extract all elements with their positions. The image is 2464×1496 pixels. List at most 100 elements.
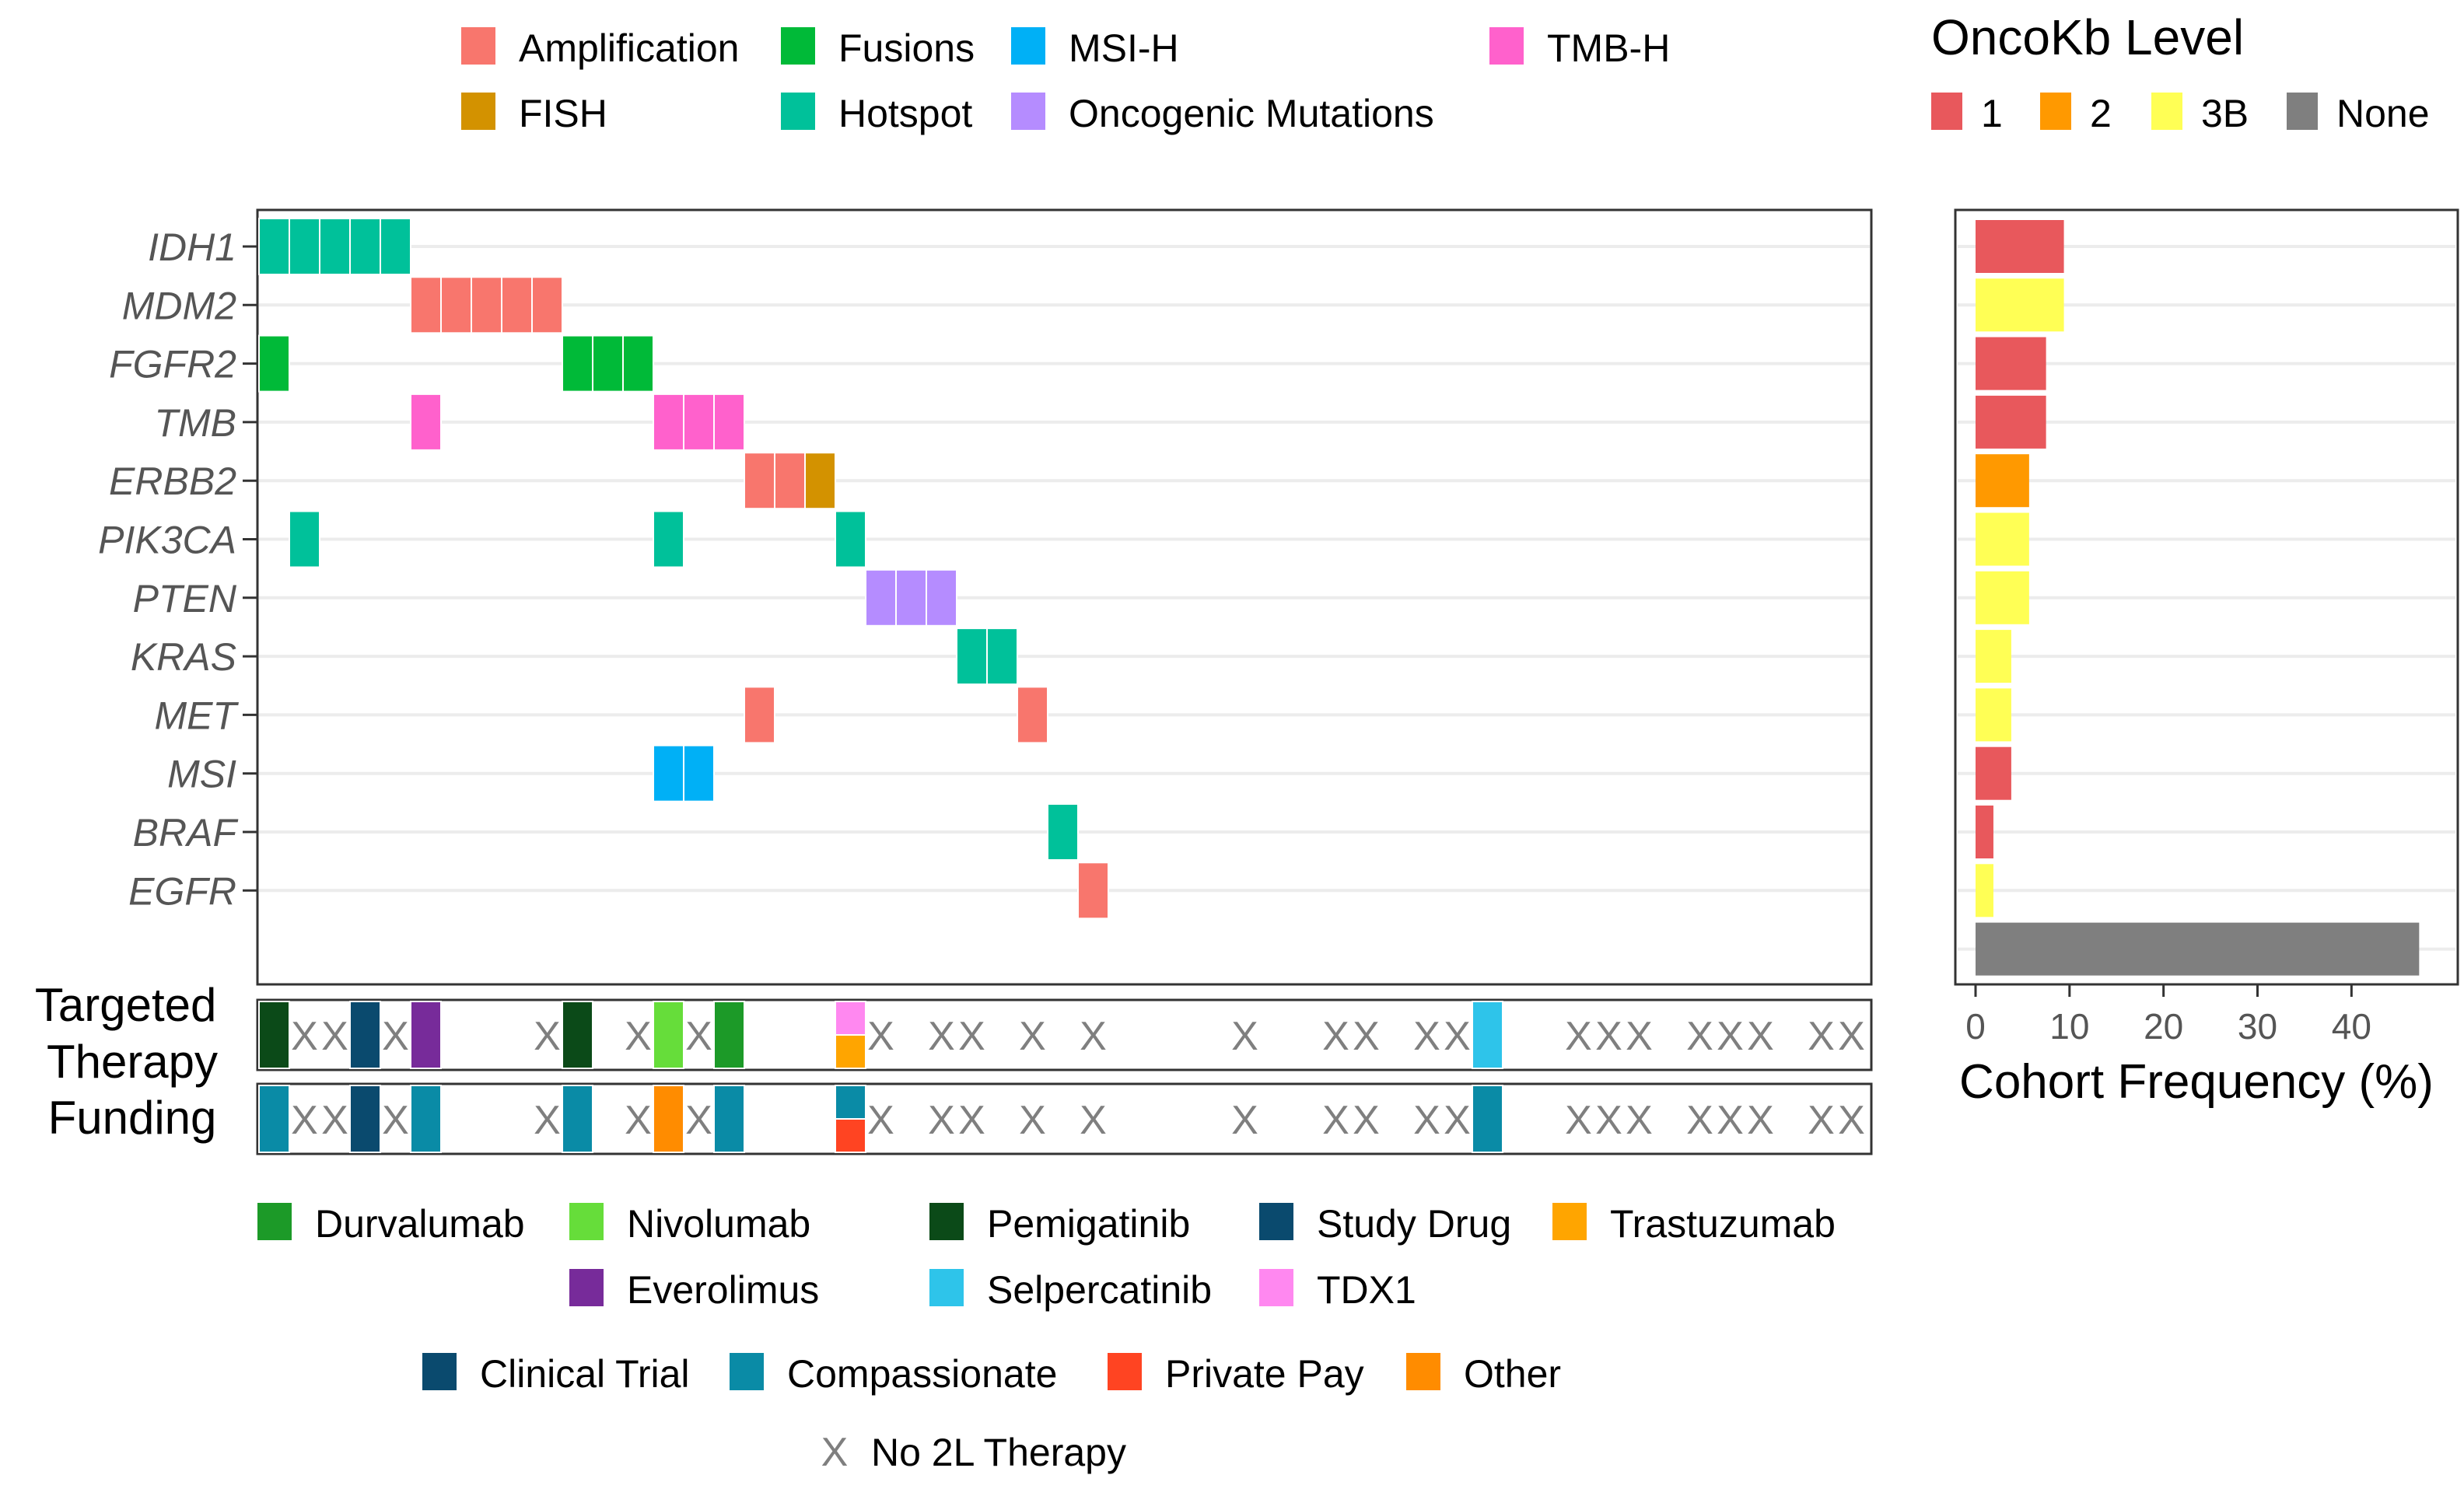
oncokb-label-1: 1 [1981, 92, 2003, 135]
funding-no-2l-marker-27: X [1080, 1098, 1107, 1143]
gene-label-tmb: TMB [154, 401, 236, 445]
funding-no-2l-marker-20: X [867, 1098, 894, 1143]
legend-swatch-tdx1 [1259, 1269, 1293, 1306]
cell-pik3ca-13 [653, 510, 684, 568]
therapy-no-2l-marker-25: X [1019, 1014, 1046, 1059]
freq-tick-label-0: 0 [1965, 1006, 1986, 1047]
funding-no-2l-marker-22: X [928, 1098, 955, 1143]
oncokb-swatch-1 [1931, 93, 1962, 130]
oncokb-legend: OncoKb Level 1 2 3B None [1931, 9, 2430, 135]
cell-erbb2-17 [774, 452, 806, 510]
cell-idh1-1 [289, 218, 320, 275]
cell-mdm2-7 [471, 276, 502, 334]
therapy-cell-13-nivolumab [653, 1001, 684, 1069]
oncokb-label-2: 2 [2090, 92, 2112, 135]
therapy-no-2l-marker-32: X [1231, 1014, 1258, 1059]
alteration-cells [258, 218, 1109, 920]
freq-bar-braf [1976, 806, 1993, 858]
funding-no-2l-marker-9: X [534, 1098, 561, 1143]
cell-mdm2-6 [440, 276, 472, 334]
freq-bar-erbb2 [1976, 454, 2029, 508]
targeted-therapy-track-frame [256, 998, 1873, 1071]
freq-bar-fgfr2 [1976, 337, 2046, 390]
cell-idh1-3 [349, 218, 381, 275]
therapy-cell-5-everolimus [410, 1001, 442, 1069]
therapy-no-2l-marker-1: X [291, 1014, 318, 1059]
cell-fgfr2-0 [258, 334, 290, 393]
funding-no-2l-marker-45: X [1626, 1098, 1653, 1143]
legend-no-2l-marker: X [821, 1430, 849, 1475]
therapy-no-2l-marker-51: X [1808, 1014, 1835, 1059]
cell-erbb2-16 [744, 452, 775, 510]
funding-no-2l-marker-52: X [1838, 1098, 1865, 1143]
funding-no-2l-marker-2: X [321, 1098, 348, 1143]
cell-met-16 [744, 686, 775, 744]
therapy-cell-3-study-drug [349, 1001, 381, 1069]
oncokb-legend-title: OncoKb Level [1931, 9, 2244, 65]
cell-pik3ca-1 [289, 510, 320, 568]
legend-label-tdx1: TDX1 [1317, 1268, 1416, 1312]
funding-cell-15-compassionate [713, 1085, 745, 1153]
legend-label-msi-h: MSI-H [1069, 26, 1179, 70]
legend-label-everolimus: Everolimus [627, 1268, 819, 1312]
funding-no-2l-marker-36: X [1353, 1098, 1380, 1143]
freq-bar-idh1 [1976, 220, 2064, 273]
gene-labels: IDH1 MDM2 FGFR2 TMB ERBB2 PIK3CA PTEN KRAS MET MS… [98, 225, 257, 913]
cell-kras-23 [956, 627, 988, 686]
therapy-no-2l-marker-22: X [928, 1014, 955, 1059]
therapy-no-2l-marker-39: X [1444, 1014, 1471, 1059]
therapy-no-2l-marker-49: X [1747, 1014, 1774, 1059]
cell-idh1-2 [319, 218, 351, 275]
gene-label-braf: BRAF [133, 811, 239, 855]
oncokb-label-none: None [2336, 92, 2430, 135]
cell-fgfr2-11 [592, 334, 624, 393]
funding-no-2l-marker-39: X [1444, 1098, 1471, 1143]
legend-label-other: Other [1464, 1352, 1561, 1396]
cell-idh1-4 [380, 218, 411, 275]
legend-swatch-tmb-h [1489, 27, 1524, 65]
freq-tick-label-40: 40 [2332, 1006, 2371, 1047]
alteration-legend: Amplification Fusions MSI-H TMB-H FISH Hotspo… [461, 26, 1670, 135]
funding-track-frame [256, 1082, 1873, 1155]
therapy-cell-15-durvalumab [713, 1001, 745, 1069]
frequency-bars [1976, 220, 2420, 976]
legend-swatch-compassionate [730, 1353, 764, 1390]
legend-swatch-msi-h [1011, 27, 1045, 65]
freq-bar-met [1976, 688, 2011, 742]
legend-label-fusions: Fusions [838, 26, 975, 70]
funding-cell-0-compassionate [258, 1085, 290, 1153]
funding-no-2l-marker-14: X [685, 1098, 712, 1143]
therapy-cell-19-trastuzumab [835, 1034, 866, 1069]
legend-label-compassionate: Compassionate [787, 1352, 1057, 1396]
freq-bar-pik3ca [1976, 512, 2029, 566]
funding-no-2l-marker-48: X [1717, 1098, 1744, 1143]
cell-mdm2-8 [501, 276, 533, 334]
cell-msi-14 [683, 744, 715, 802]
legend-swatch-pemigatinib [929, 1203, 964, 1240]
cell-met-25 [1017, 686, 1048, 744]
therapy-no-2l-marker-47: X [1686, 1014, 1713, 1059]
legend-swatch-trastuzumab [1552, 1203, 1587, 1240]
cell-tmb-5 [410, 393, 442, 451]
legend-swatch-durvalumab [257, 1203, 292, 1240]
therapy-no-2l-marker-27: X [1080, 1014, 1107, 1059]
therapy-no-2l-marker-52: X [1838, 1014, 1865, 1059]
funding-no-2l-marker-43: X [1565, 1098, 1592, 1143]
legend-swatch-clinical-trial [422, 1353, 457, 1390]
legend-swatch-other [1406, 1353, 1440, 1390]
legend-swatch-oncogenic-mutations [1011, 93, 1045, 130]
funding-no-2l-marker-47: X [1686, 1098, 1713, 1143]
funding-no-2l-marker-12: X [625, 1098, 652, 1143]
cell-msi-13 [653, 744, 684, 802]
cell-erbb2-18 [804, 452, 836, 510]
funding-cell-19-private-pay [835, 1118, 866, 1153]
legend-swatch-everolimus [569, 1269, 604, 1306]
freq-bar-msi [1976, 746, 2011, 800]
freq-bar-kras [1976, 630, 2011, 683]
funding-no-2l-marker-51: X [1808, 1098, 1835, 1143]
legend-label-trastuzumab: Trastuzumab [1610, 1202, 1836, 1246]
funding-cell-19-compassionate [835, 1085, 866, 1120]
legend-label-pemigatinib: Pemigatinib [987, 1202, 1190, 1246]
